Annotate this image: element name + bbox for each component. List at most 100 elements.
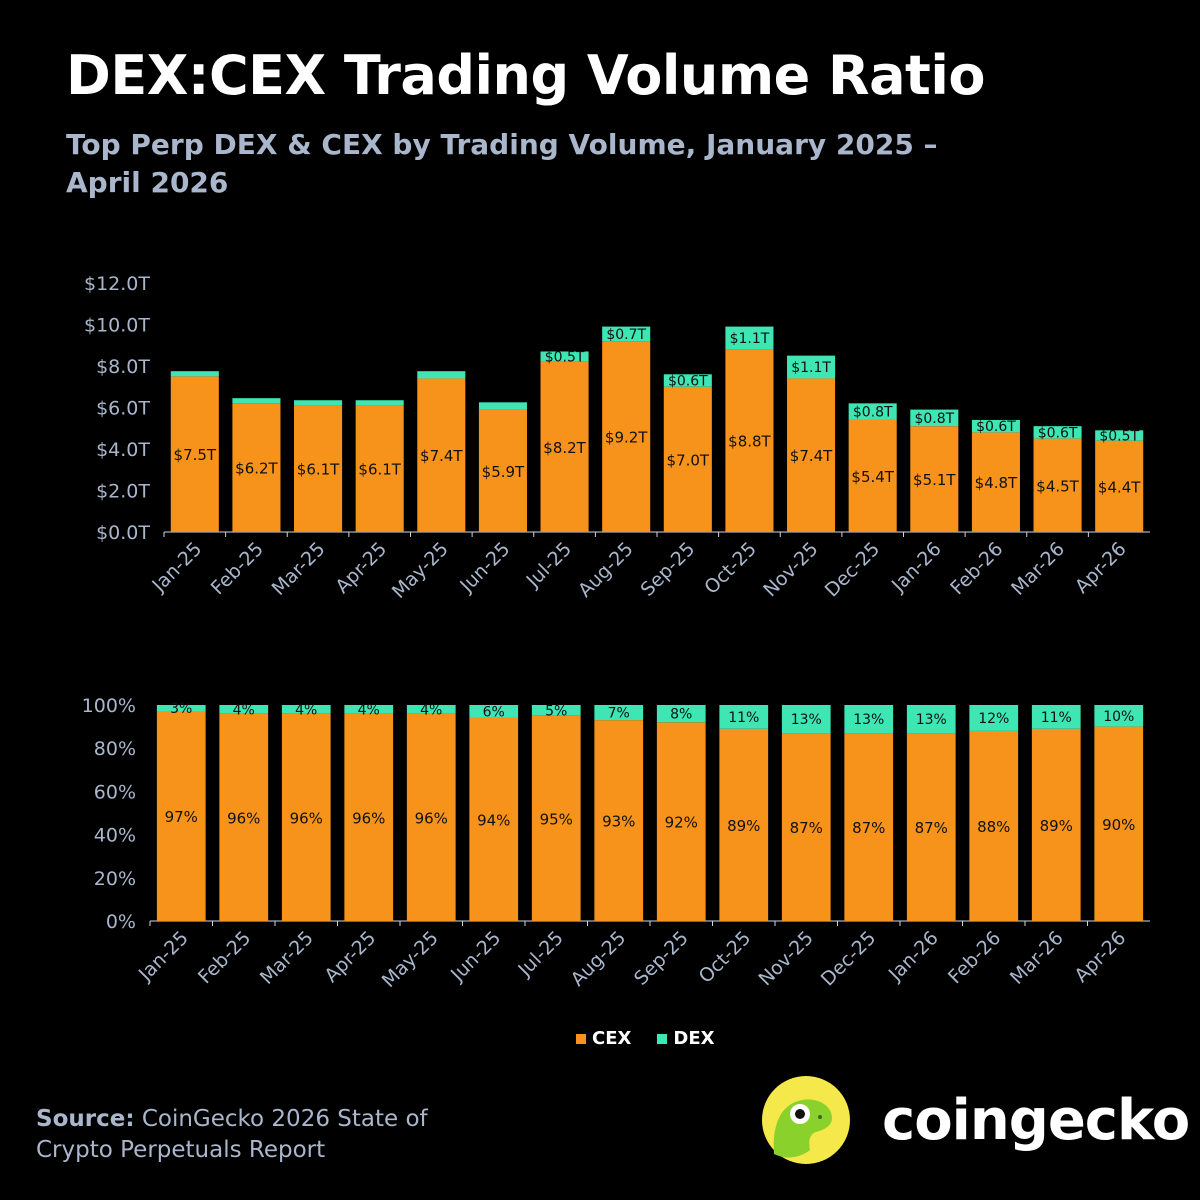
bar-cex — [844, 733, 894, 921]
x-tick-label: Apr-26 — [1070, 927, 1130, 987]
data-label-cex: $7.5T — [174, 446, 217, 464]
y-tick-label: 40% — [94, 825, 136, 847]
data-label-dex: 13% — [916, 712, 947, 728]
data-label-dex: $0.6T — [976, 419, 1016, 435]
y-tick-label: $10.0T — [84, 315, 150, 337]
data-label-cex: $8.8T — [728, 433, 771, 451]
bar-cex — [725, 349, 774, 532]
x-tick-label: Feb-25 — [207, 538, 268, 599]
x-tick-label: Mar-25 — [256, 927, 318, 989]
legend-swatch-dex — [657, 1033, 668, 1044]
data-label-dex: 11% — [1041, 710, 1072, 726]
bar-cex — [1033, 438, 1082, 532]
bar-dex — [787, 355, 836, 379]
y-tick-label: 0% — [106, 911, 136, 933]
data-label-cex: 89% — [727, 817, 760, 835]
bar-dex — [910, 409, 959, 427]
bar-cex — [602, 341, 651, 532]
x-tick-label: Jun-25 — [455, 538, 514, 597]
x-tick-label: Dec-25 — [821, 538, 885, 602]
data-label-dex: 4% — [233, 702, 255, 718]
data-label-dex: $1.1T — [791, 360, 831, 376]
brand: coingecko — [760, 1074, 1190, 1166]
data-label-cex: $4.5T — [1036, 477, 1079, 495]
data-label-dex: 6% — [483, 704, 505, 720]
data-label-cex: $7.0T — [667, 451, 710, 469]
bar-dex — [540, 351, 589, 362]
source-text: CoinGecko 2026 State of Crypto Perpetual… — [36, 1106, 428, 1163]
data-label-cex: $6.1T — [297, 461, 340, 479]
x-tick-label: Apr-25 — [320, 927, 380, 987]
bar-dex — [663, 374, 712, 387]
y-tick-label: $2.0T — [96, 481, 150, 503]
data-label-dex: 11% — [728, 710, 759, 726]
data-label-cex: 94% — [477, 811, 510, 829]
bar-cex — [1095, 440, 1144, 532]
bar-dex — [781, 705, 831, 734]
legend-swatch-cex — [576, 1033, 586, 1044]
bar-cex — [219, 713, 269, 921]
bar-dex — [594, 705, 644, 721]
data-label-dex: 8% — [670, 707, 692, 723]
source-label: Source: — [36, 1106, 135, 1132]
x-tick-label: Jan-26 — [887, 538, 946, 597]
x-tick-label: Mar-26 — [1006, 927, 1068, 989]
bar-cex — [232, 403, 281, 532]
x-tick-label: Feb-26 — [946, 538, 1007, 599]
bar-cex — [478, 409, 527, 532]
bar-cex — [294, 405, 343, 532]
bar-dex — [355, 400, 404, 406]
bar-dex — [1094, 705, 1144, 727]
y-tick-label: 20% — [94, 868, 136, 890]
data-label-cex: 87% — [915, 819, 948, 837]
y-tick-label: 100% — [82, 695, 136, 717]
bar-dex — [294, 400, 343, 406]
data-label-cex: 96% — [290, 809, 323, 827]
x-tick-label: Apr-25 — [331, 538, 391, 598]
data-label-dex: 4% — [295, 702, 317, 718]
data-label-cex: 95% — [540, 810, 573, 828]
data-label-dex: $0.5T — [545, 350, 585, 366]
x-tick-label: Nov-25 — [754, 927, 817, 990]
data-label-cex: 96% — [415, 809, 448, 827]
bar-dex — [156, 705, 206, 712]
data-label-dex: $0.5T — [1099, 429, 1139, 445]
data-label-cex: $7.4T — [420, 447, 463, 465]
legend: CEX DEX — [576, 1028, 715, 1049]
data-label-cex: 97% — [165, 808, 198, 826]
bar-cex — [281, 713, 331, 921]
ratio-percent-bar-chart: 0% 20% 40% 60% 80% 100% 97% 3% Jan-25 96% 4% Feb-25… — [82, 695, 1150, 992]
x-tick-label: Jun-25 — [446, 927, 505, 986]
y-tick-label: $6.0T — [96, 398, 150, 420]
x-tick-label: Sep-25 — [637, 538, 700, 601]
bar-dex — [725, 326, 774, 350]
data-label-dex: 13% — [853, 712, 884, 728]
bar-cex — [910, 426, 959, 532]
bar-dex — [469, 705, 519, 718]
x-tick-label: Jan-25 — [134, 927, 193, 986]
y-tick-label: 60% — [94, 781, 136, 803]
bar-dex — [1033, 426, 1082, 439]
data-label-cex: 88% — [977, 818, 1010, 836]
bar-dex — [602, 326, 651, 342]
data-label-dex: $1.1T — [730, 331, 770, 347]
bar-cex — [663, 386, 712, 532]
x-tick-label: Jul-25 — [513, 927, 567, 981]
data-label-cex: $4.4T — [1098, 478, 1141, 496]
data-label-dex: 5% — [545, 703, 567, 719]
bar-cex — [344, 713, 394, 921]
data-label-dex: $0.8T — [914, 411, 954, 427]
bar-cex — [781, 733, 831, 921]
bar-cex — [719, 728, 769, 921]
data-label-dex: 13% — [791, 712, 822, 728]
bar-cex — [1094, 726, 1144, 921]
bar-cex — [531, 715, 581, 921]
y-tick-label: $4.0T — [96, 439, 150, 461]
bar-dex — [971, 419, 1020, 433]
data-label-cex: $5.9T — [482, 463, 525, 481]
bar-cex — [969, 730, 1019, 921]
bar-dex — [232, 398, 281, 404]
bar-cex — [906, 733, 956, 921]
data-label-cex: $5.4T — [851, 468, 894, 486]
legend-label-cex: CEX — [592, 1028, 632, 1049]
